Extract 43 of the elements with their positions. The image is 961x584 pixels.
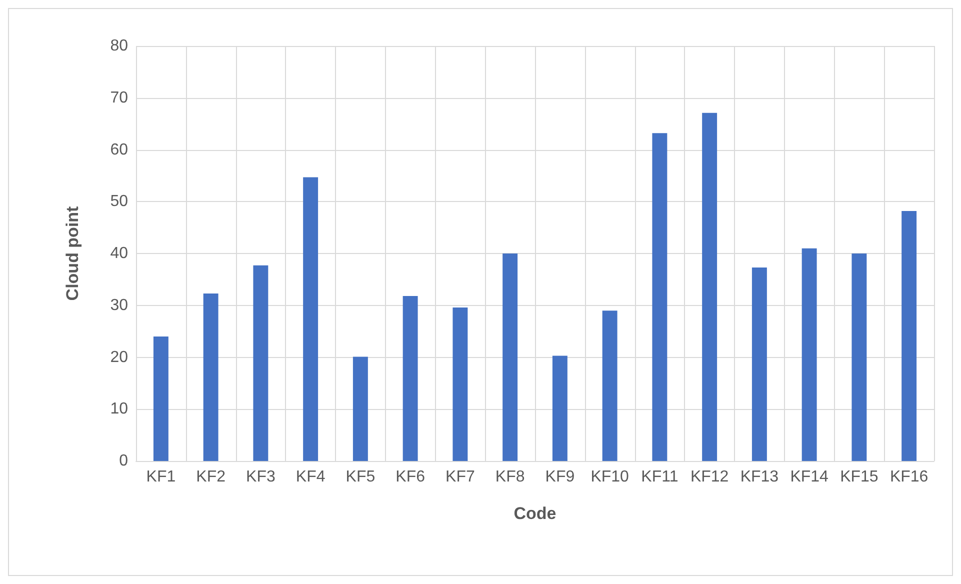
x-tick-label: KF15 (840, 468, 878, 486)
x-tick-label: KF13 (740, 468, 779, 486)
y-tick-label: 60 (110, 141, 128, 158)
bar (752, 268, 767, 461)
bar (502, 254, 518, 461)
y-axis-title: Cloud point (63, 206, 82, 301)
bar (153, 336, 168, 461)
bar (852, 254, 867, 461)
x-tick-label: KF1 (146, 468, 176, 486)
y-tick-label: 70 (110, 89, 128, 106)
bar (602, 310, 618, 461)
bar (652, 133, 668, 461)
x-tick-label: KF6 (396, 468, 426, 486)
bar (203, 293, 218, 461)
x-tick-label: KF10 (590, 468, 630, 486)
bar (402, 296, 418, 461)
y-tick-label: 10 (110, 400, 128, 418)
x-tick-label: KF2 (196, 468, 226, 486)
y-tick-label: 30 (110, 296, 128, 314)
x-tick-label: KF5 (346, 468, 376, 486)
x-tick-label: KF14 (790, 468, 829, 486)
y-tick-label: 20 (110, 348, 128, 366)
x-tick-label: KF12 (690, 468, 729, 486)
bar (902, 210, 917, 461)
bar (253, 265, 268, 461)
bar (452, 307, 468, 461)
y-tick-label: 40 (110, 245, 128, 262)
x-tick-label: KF9 (545, 468, 575, 486)
bar (702, 112, 718, 461)
y-tick-label: 50 (110, 193, 128, 210)
bar (352, 356, 368, 461)
x-tick-label: KF16 (890, 468, 928, 486)
bar (303, 177, 318, 461)
x-tick-label: KF8 (495, 468, 525, 486)
y-tick-label: 0 (119, 452, 128, 470)
x-tick-label: KF7 (446, 468, 475, 486)
x-tick-label: KF3 (246, 468, 276, 486)
bar (802, 248, 817, 461)
x-tick-label: KF4 (296, 468, 326, 486)
x-tick-label: KF11 (641, 468, 678, 486)
bar (552, 356, 568, 461)
y-tick-label: 80 (110, 38, 128, 54)
x-axis-title: Code (514, 504, 556, 523)
